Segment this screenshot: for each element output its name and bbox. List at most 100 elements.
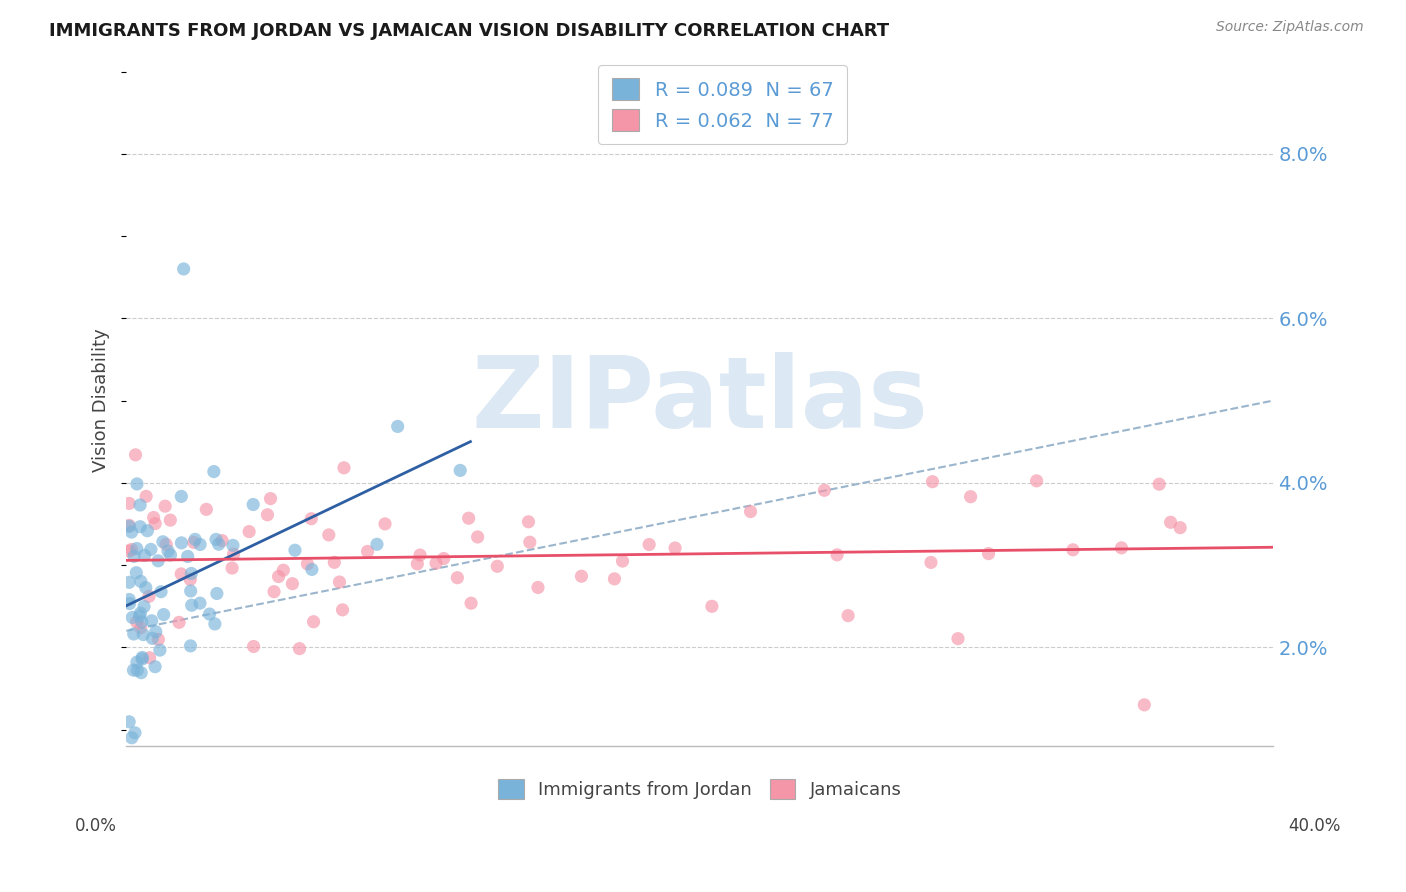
Point — [135, 489, 157, 503]
Point — [118, 518, 141, 533]
Text: ZIPatlas: ZIPatlas — [471, 352, 928, 449]
Point — [132, 627, 155, 641]
Point — [323, 555, 346, 569]
Point — [139, 542, 162, 557]
Point — [121, 610, 143, 624]
Point — [1133, 698, 1156, 712]
Point — [205, 533, 228, 547]
Point — [170, 566, 193, 581]
Point — [211, 533, 233, 548]
Point — [188, 596, 211, 610]
Point — [825, 548, 848, 562]
Point — [198, 607, 221, 621]
Point — [118, 544, 141, 558]
Point — [124, 726, 146, 740]
Point — [612, 554, 634, 568]
Point — [131, 615, 153, 629]
Point — [121, 542, 143, 557]
Point — [366, 537, 388, 551]
Point — [180, 599, 202, 613]
Point — [222, 538, 245, 552]
Point — [129, 498, 152, 512]
Point — [946, 632, 969, 646]
Point — [527, 581, 550, 595]
Point — [127, 663, 149, 677]
Point — [302, 615, 325, 629]
Point — [318, 528, 340, 542]
Point — [288, 641, 311, 656]
Point — [664, 541, 686, 555]
Point — [152, 607, 174, 622]
Point — [134, 549, 156, 563]
Point — [486, 559, 509, 574]
Point — [177, 549, 200, 564]
Point — [242, 640, 264, 654]
Point — [121, 731, 143, 745]
Point — [129, 574, 152, 589]
Point — [180, 566, 202, 581]
Point — [202, 465, 225, 479]
Point — [118, 592, 141, 607]
Point — [138, 590, 160, 604]
Point — [136, 524, 159, 538]
Point — [571, 569, 593, 583]
Point — [460, 596, 482, 610]
Point — [446, 571, 468, 585]
Point — [121, 524, 143, 539]
Point — [118, 597, 141, 611]
Point — [284, 543, 307, 558]
Point — [333, 460, 356, 475]
Point — [125, 566, 148, 580]
Point — [125, 615, 148, 629]
Point — [457, 511, 479, 525]
Point — [1062, 542, 1084, 557]
Point — [959, 490, 981, 504]
Y-axis label: Vision Disability: Vision Disability — [93, 328, 110, 473]
Point — [125, 477, 148, 491]
Point — [143, 516, 166, 531]
Point — [148, 632, 170, 647]
Point — [263, 584, 285, 599]
Point — [124, 448, 146, 462]
Point — [977, 547, 1000, 561]
Point — [409, 548, 432, 562]
Point — [1160, 516, 1182, 530]
Point — [267, 569, 290, 583]
Point — [122, 663, 145, 677]
Point — [125, 655, 148, 669]
Point — [195, 502, 218, 516]
Point — [242, 498, 264, 512]
Point — [146, 554, 169, 568]
Point — [131, 650, 153, 665]
Point — [170, 536, 193, 550]
Text: 0.0%: 0.0% — [75, 817, 117, 835]
Point — [406, 557, 429, 571]
Point — [297, 557, 319, 571]
Point — [141, 632, 163, 646]
Point — [179, 573, 201, 587]
Point — [184, 533, 207, 547]
Point — [273, 563, 295, 577]
Point — [122, 627, 145, 641]
Point — [170, 489, 193, 503]
Point — [328, 575, 350, 590]
Point — [222, 547, 245, 561]
Point — [449, 463, 471, 477]
Point — [131, 652, 153, 666]
Point — [837, 608, 859, 623]
Point — [157, 544, 180, 558]
Point — [238, 524, 260, 539]
Point — [143, 659, 166, 673]
Point — [129, 606, 152, 620]
Point — [299, 512, 322, 526]
Point — [142, 510, 165, 524]
Point — [332, 603, 354, 617]
Point — [638, 537, 661, 551]
Point — [356, 544, 378, 558]
Point — [813, 483, 835, 498]
Point — [221, 561, 243, 575]
Point — [517, 515, 540, 529]
Point — [152, 534, 174, 549]
Point — [259, 491, 281, 506]
Point — [1168, 521, 1191, 535]
